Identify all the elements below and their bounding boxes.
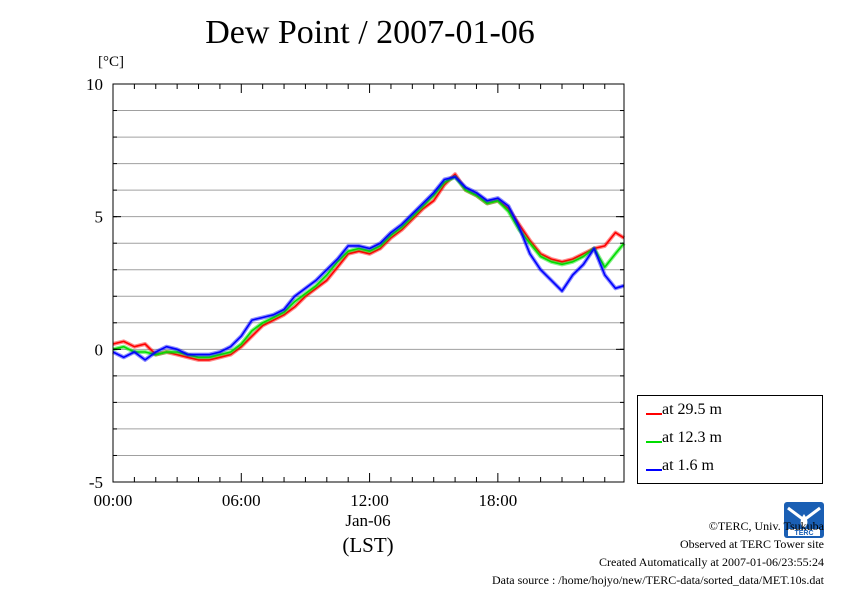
legend-swatch	[646, 462, 662, 472]
legend-item-1-6m: at 1.6 m	[638, 457, 822, 477]
series-line	[112, 176, 625, 359]
observed-text: Observed at TERC Tower site	[679, 537, 824, 551]
series-line	[112, 176, 625, 361]
legend-label: at 29.5 m	[662, 401, 722, 418]
series-0	[112, 172, 626, 362]
plot-frame	[112, 83, 625, 483]
y-tick-label: 5	[95, 208, 104, 227]
axis-ticks: -5 0 5 10 00:00 06:00 12:00 18:00	[86, 75, 624, 510]
y-axis-unit-label: [°C]	[98, 54, 124, 70]
series-line-halo	[112, 172, 626, 362]
y-tick-label: 0	[95, 340, 104, 359]
legend-swatch	[646, 434, 662, 444]
series-line-halo	[112, 174, 626, 360]
legend: at 29.5 m at 12.3 m at 1.6 m	[637, 395, 823, 484]
series-2	[112, 174, 625, 362]
terc-logo-icon: TERC	[784, 502, 824, 538]
logo-text: TERC	[794, 530, 813, 537]
chart-title: Dew Point / 2007-01-06	[205, 14, 535, 51]
series-lines	[112, 172, 626, 362]
x-tick-label: 18:00	[478, 491, 517, 510]
legend-swatch	[646, 406, 662, 416]
legend-label: at 12.3 m	[662, 429, 722, 446]
legend-item-29-5m: at 29.5 m	[638, 401, 822, 421]
x-axis-timezone-label: (LST)	[342, 533, 394, 557]
legend-label: at 1.6 m	[662, 457, 714, 474]
series-line-halo	[112, 174, 625, 362]
series-1	[112, 174, 626, 360]
created-text: Created Automatically at 2007-01-06/23:5…	[599, 555, 824, 569]
x-axis-date-label: Jan-06	[345, 511, 391, 530]
x-tick-label: 06:00	[222, 491, 261, 510]
series-line	[112, 173, 625, 361]
copyright-text: ©TERC, Univ. Tsukuba	[708, 519, 824, 533]
legend-item-12-3m: at 12.3 m	[638, 429, 822, 449]
y-tick-label: 10	[86, 75, 103, 94]
x-tick-label: 00:00	[94, 491, 133, 510]
grid-lines	[113, 110, 624, 456]
source-text: Data source : /home/hojyo/new/TERC-data/…	[491, 573, 824, 587]
x-tick-label: 12:00	[350, 491, 389, 510]
y-tick-label: -5	[89, 473, 103, 492]
